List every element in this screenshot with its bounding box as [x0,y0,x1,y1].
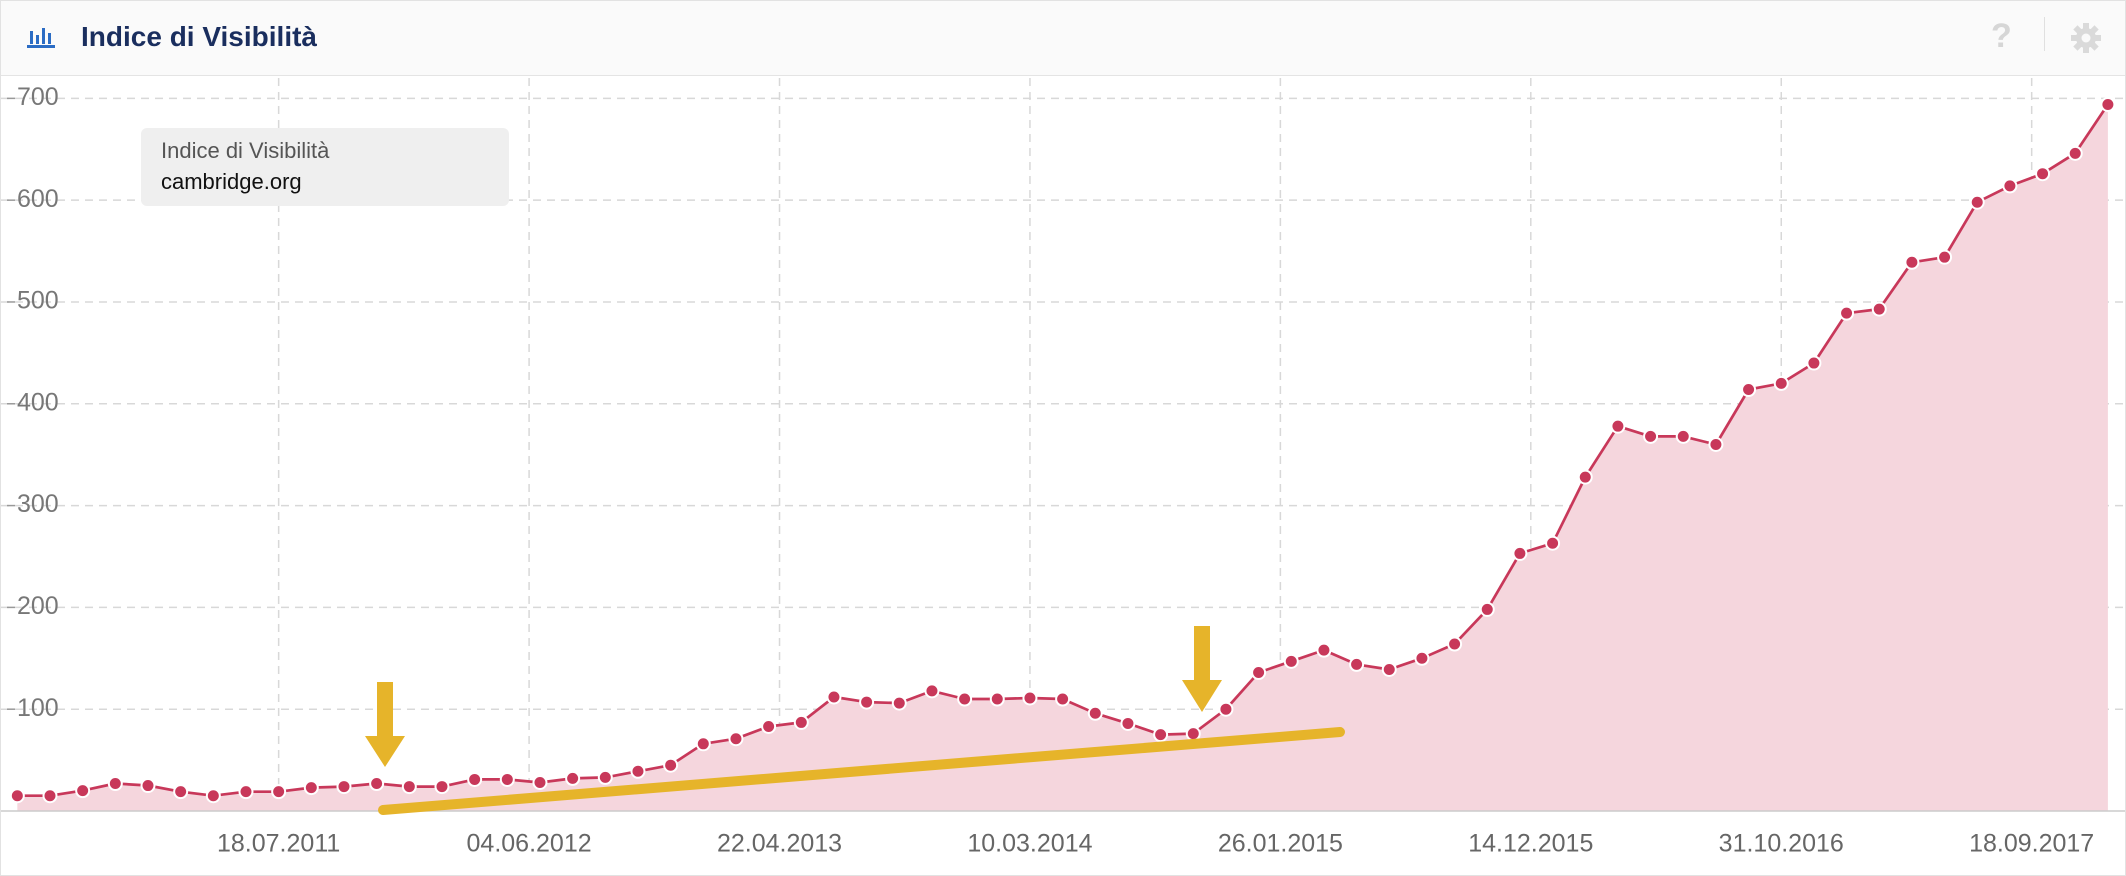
point [173,784,189,800]
point [2002,178,2018,194]
point [1153,727,1169,743]
point [467,771,483,787]
point [1022,690,1038,706]
chart: 100 200 300 400 500 600 700 18.07.2011 04.06.201… [1,78,2125,858]
point [1055,691,1071,707]
point [271,784,287,800]
point [9,788,25,804]
point [303,780,319,796]
y-tick-label: 300 [17,490,59,518]
settings-button[interactable] [2071,23,2101,53]
point [75,783,91,799]
area [17,104,2108,811]
point [1937,249,1953,265]
point [1675,428,1691,444]
point [1349,656,1365,672]
tooltip: Indice di Visibilità cambridge.org [141,128,509,206]
point [1381,661,1397,677]
point [1577,469,1593,485]
point [1871,301,1887,317]
arrow [365,682,405,767]
point [663,757,679,773]
widget-title: Indice di Visibilità [81,21,317,52]
point [1545,535,1561,551]
point [565,770,581,786]
y-tick-label: 100 [17,694,59,722]
x-tick-label: 31.10.2016 [1719,830,1844,858]
point [1251,665,1267,681]
point [1283,653,1299,669]
point [1643,428,1659,444]
point [989,691,1005,707]
chart-icon [27,28,55,48]
point [1610,418,1626,434]
point [761,719,777,735]
point [1447,636,1463,652]
point [1218,701,1234,717]
point [2067,145,2083,161]
point [1479,601,1495,617]
point [499,771,515,787]
point [1512,545,1528,561]
x-tick-label: 04.06.2012 [467,830,592,858]
point [369,776,385,792]
arrow [1182,626,1222,712]
y-tick-label: 500 [17,287,59,315]
tooltip-title: Indice di Visibilità [161,138,330,163]
point [434,779,450,795]
point [957,691,973,707]
x-tick-label: 18.07.2011 [217,830,340,858]
point [1087,705,1103,721]
point [597,769,613,785]
point [1414,650,1430,666]
point [1185,726,1201,742]
y-tick-label: 400 [17,388,59,416]
point [336,779,352,795]
point [1120,715,1136,731]
tooltip-series: cambridge.org [161,169,302,194]
x-tick-label: 18.09.2017 [1969,830,2094,858]
point [532,774,548,790]
y-tick-label: 600 [17,185,59,213]
y-tick-label: 200 [17,592,59,620]
x-tick-label: 14.12.2015 [1468,830,1593,858]
point [924,683,940,699]
point [1316,642,1332,658]
x-tick-label: 10.03.2014 [967,830,1092,858]
point [826,689,842,705]
point [1969,194,1985,210]
point [630,763,646,779]
separator [2044,17,2045,51]
point [1904,254,1920,270]
x-tick-label: 22.04.2013 [717,830,842,858]
tooltip-box [141,128,509,206]
point [1839,305,1855,321]
point [859,694,875,710]
x-tick-label: 26.01.2015 [1218,830,1343,858]
point [107,776,123,792]
header: Indice di Visibilità ? [1,1,2125,76]
point [1773,375,1789,391]
point [140,778,156,794]
point [1806,355,1822,371]
point [793,714,809,730]
point [891,695,907,711]
annotations: Indice di Visibilità cambridge.org [141,128,1345,815]
point [2035,166,2051,182]
point [1741,382,1757,398]
help-button[interactable]: ? [1991,17,2012,55]
point [728,731,744,747]
point [238,784,254,800]
point [42,788,58,804]
y-tick-label: 700 [17,83,59,111]
point [1708,437,1724,452]
point [205,788,221,804]
point [401,779,417,795]
point [695,736,711,752]
trend-line [378,727,1345,815]
point [2100,96,2116,112]
